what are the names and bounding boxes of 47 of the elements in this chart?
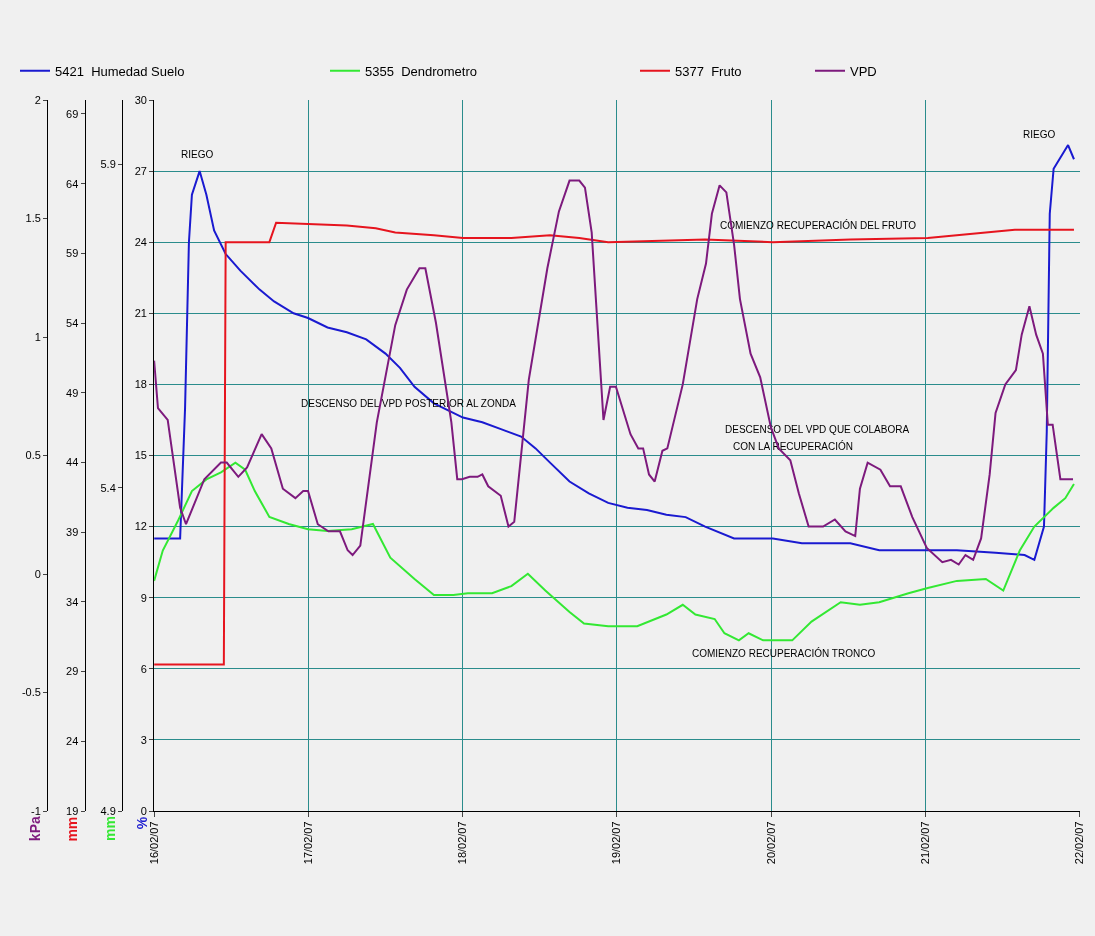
y-tick-label: -0.5 bbox=[21, 686, 41, 699]
y2-axis-title: mm bbox=[101, 816, 118, 842]
x-tick-label: 18/02/07 bbox=[456, 821, 469, 865]
y-tick-label: 1.5 bbox=[25, 212, 41, 225]
y3-tick-label: 64 bbox=[66, 177, 79, 190]
y2-tick-label: 5.4 bbox=[100, 481, 116, 494]
y-tick-label: 1 bbox=[34, 330, 41, 343]
legend-label: 5421 Humedad Suelo bbox=[55, 63, 185, 79]
legend-label: 5355 Dendrometro bbox=[365, 63, 478, 79]
y3-tick-label: 49 bbox=[66, 386, 79, 399]
x-tick-label: 22/02/07 bbox=[1073, 821, 1086, 865]
y3-tick-label: 54 bbox=[66, 316, 79, 329]
legend-label: VPD bbox=[850, 63, 877, 79]
legend-label: 5377 Fruto bbox=[675, 63, 742, 79]
y3-tick-label: 69 bbox=[66, 107, 79, 120]
x-tick-label: 20/02/07 bbox=[764, 821, 777, 865]
x-tick-label: 17/02/07 bbox=[301, 821, 314, 865]
y2-tick-label: 4.9 bbox=[100, 804, 116, 817]
y-tick-label: 21 bbox=[134, 307, 147, 320]
x-tick-label: 19/02/07 bbox=[610, 821, 623, 865]
y-tick-label: 6 bbox=[140, 662, 147, 675]
annotation: RIEGO bbox=[181, 149, 214, 160]
y3-tick-label: 44 bbox=[66, 456, 79, 469]
y-tick-label: 0 bbox=[140, 804, 147, 817]
y-tick-label: 15 bbox=[134, 449, 147, 462]
y-tick-label: 30 bbox=[134, 93, 147, 106]
y3-axis-title: mm bbox=[64, 816, 81, 842]
y2-tick-label: 5.9 bbox=[100, 158, 116, 171]
x-tick-label: 21/02/07 bbox=[918, 821, 931, 865]
y-tick-label: 0.5 bbox=[25, 449, 41, 462]
y3-tick-label: 19 bbox=[66, 804, 79, 817]
y3-tick-label: 29 bbox=[66, 665, 79, 678]
y3-tick-label: 24 bbox=[66, 735, 79, 748]
y-tick-label: -1 bbox=[31, 804, 41, 817]
y3-tick-label: 39 bbox=[66, 526, 79, 539]
y-axis-title: kPa bbox=[27, 816, 44, 842]
y-tick-label: 9 bbox=[140, 591, 147, 604]
y-tick-label: 18 bbox=[134, 378, 147, 391]
y-tick-label: 27 bbox=[134, 164, 147, 177]
y-tick-label: 2 bbox=[34, 93, 41, 106]
annotation: RIEGO bbox=[1023, 129, 1056, 140]
y-tick-label: 24 bbox=[134, 236, 147, 249]
y3-tick-label: 59 bbox=[66, 247, 79, 260]
y3-tick-label: 34 bbox=[66, 595, 79, 608]
y-tick-label: 12 bbox=[134, 520, 147, 533]
y-tick-label: 3 bbox=[140, 733, 147, 746]
y-tick-label: 0 bbox=[34, 567, 41, 580]
